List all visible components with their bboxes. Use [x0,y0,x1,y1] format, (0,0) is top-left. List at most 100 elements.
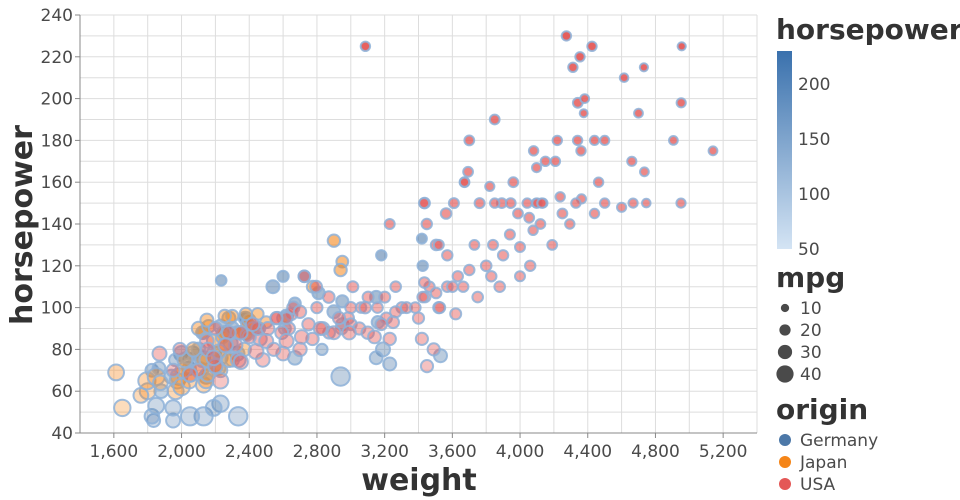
data-point [488,113,501,126]
horsepower-legend-label: 100 [798,185,830,205]
horsepower-gradient-bar [777,51,792,249]
data-point [292,304,308,319]
y-tick-label: 120 [41,257,73,277]
data-point [574,51,586,63]
data-point [269,311,284,326]
data-point [546,239,559,251]
data-point [414,331,429,346]
data-point [211,372,230,390]
data-point [586,40,598,52]
data-point [274,325,290,341]
data-point [232,353,249,370]
origin-legend-symbol [779,478,791,490]
y-tick-label: 60 [51,382,73,402]
data-point [433,301,447,315]
data-point [521,197,533,209]
data-point [113,398,132,418]
data-point [247,343,265,360]
data-point [214,274,228,287]
data-point [567,61,579,74]
data-point [359,40,372,52]
x-tick-label: 5,200 [699,442,748,462]
data-point [378,290,392,304]
data-point [326,233,342,248]
data-point [514,241,526,253]
data-point [367,329,382,345]
data-point [260,321,276,336]
data-point [638,62,650,73]
data-point [432,238,445,251]
data-point [322,290,336,304]
data-point [416,259,429,272]
data-point [512,207,524,220]
data-point [190,362,207,378]
data-point [419,359,435,374]
data-point [137,371,157,391]
legend-title-horsepower: horsepower [776,13,960,46]
data-point [147,396,166,415]
y-tick-label: 40 [51,424,73,444]
data-point [310,301,324,315]
data-point [172,341,188,357]
data-point [179,406,201,427]
data-point [297,269,312,284]
data-point [330,366,351,387]
x-axis-title: weight [361,463,477,498]
x-tick-label: 4,000 [496,442,545,462]
data-point [389,280,403,294]
data-point [536,197,548,209]
data-point [279,311,294,326]
data-point [341,325,357,341]
data-point [292,341,308,358]
data-point [344,301,358,315]
data-point [618,72,630,83]
data-point [371,301,384,314]
origin-legend-label: USA [800,475,836,495]
axes: 1,600 2,000 2,400 2,800 3,200 3,600 4,000 4,400… [41,6,757,462]
data-point [641,197,652,209]
data-point [315,342,329,356]
data-point [551,134,563,147]
data-point [493,280,507,294]
data-point [266,341,282,357]
data-point [507,176,520,189]
data-point [668,135,679,146]
data-point [504,197,517,210]
data-point [462,165,475,178]
data-point [382,356,398,372]
data-point [426,342,441,357]
data-point [503,228,516,241]
mpg-legend-label: 10 [800,299,822,319]
x-tick-label: 4,800 [631,442,680,462]
data-point [564,218,576,230]
data-point [278,333,295,349]
data-point [446,280,459,294]
data-point [415,232,428,245]
data-point [571,134,584,147]
y-tick-label: 80 [51,340,73,360]
data-point [575,145,587,157]
data-point [293,329,310,345]
data-point [468,239,481,251]
data-point [181,366,199,383]
data-point [374,317,389,332]
data-point [458,176,471,188]
data-point [675,97,687,109]
data-point [331,311,347,326]
data-point [556,207,569,220]
data-point [439,207,453,220]
data-point [228,406,249,427]
data-point [346,280,360,294]
data-point [588,134,601,146]
data-point [107,363,125,382]
data-point [164,399,182,417]
y-tick-label: 180 [41,131,73,151]
data-point [539,155,552,168]
data-point [143,408,161,425]
data-point [639,166,650,178]
data-point [358,300,373,315]
data-point [471,290,485,304]
data-point [489,197,501,209]
data-point [207,321,223,336]
